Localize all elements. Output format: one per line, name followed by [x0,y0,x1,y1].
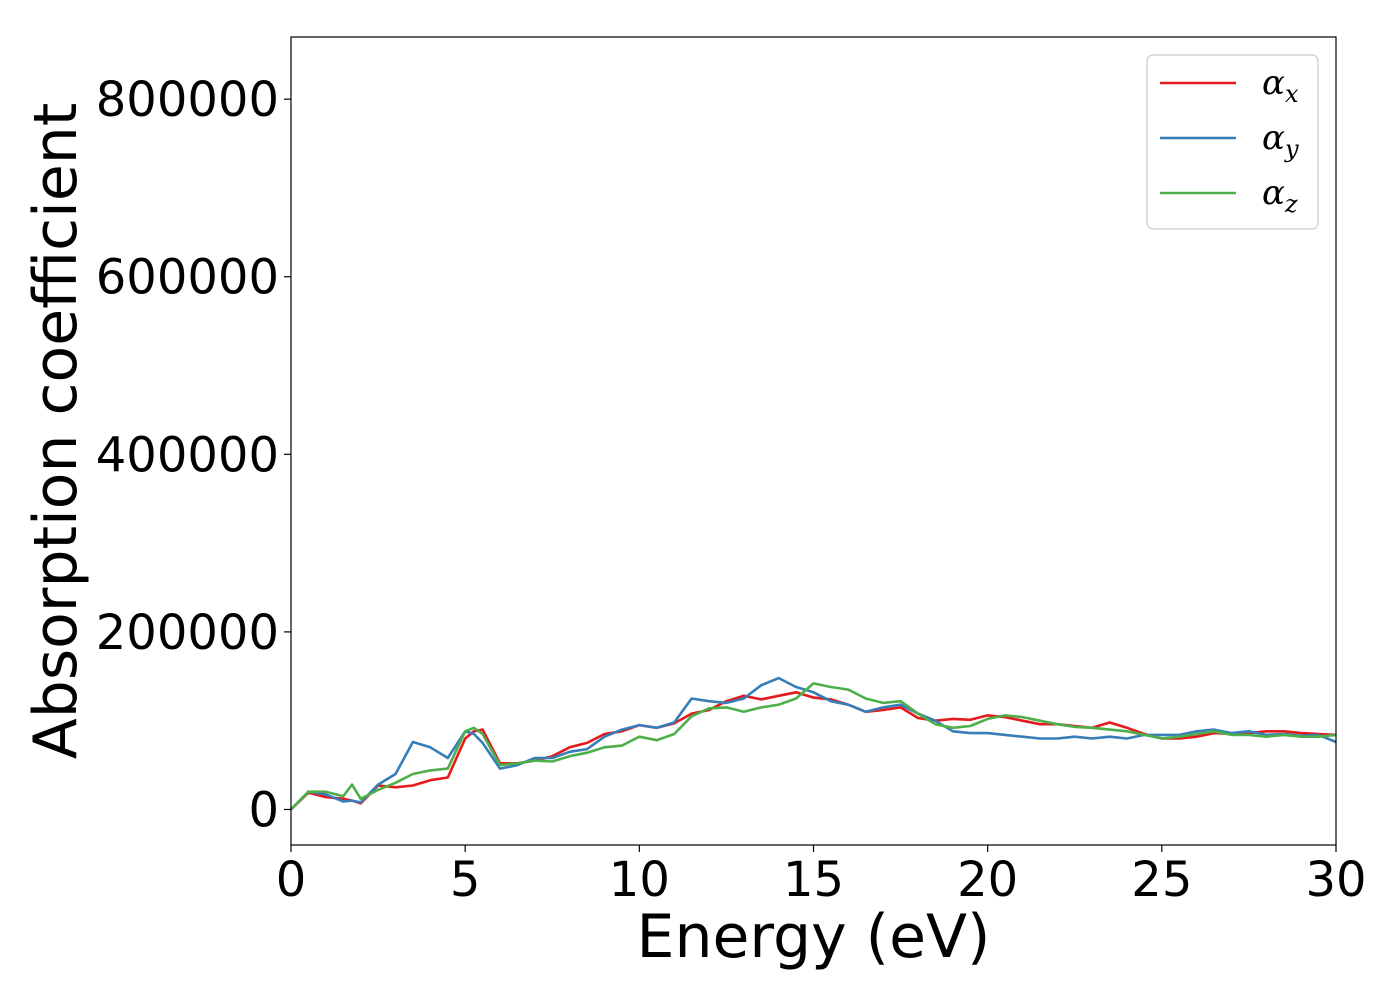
x-tick-label: 5 [450,852,481,908]
y-tick-label: 800000 [96,72,279,128]
y-tick-label: 400000 [96,427,279,483]
legend-label-z: αz [1262,173,1298,218]
series-layer [290,676,1337,811]
x-tick-label: 0 [276,852,307,908]
series-line-z [290,682,1337,811]
y-tick-label: 0 [248,782,279,838]
x-tick-label: 20 [957,852,1018,908]
x-tick-label: 25 [1131,852,1192,908]
x-tick-label: 15 [783,852,844,908]
y-axis-ticks: 0 200000 400000 600000 800000 [96,72,291,838]
x-axis-label: Energy (eV) [637,902,991,972]
y-axis-label: Absorption coefficient [21,103,91,760]
plot-frame [290,36,1337,846]
x-tick-label: 30 [1305,852,1366,908]
y-tick-label: 200000 [96,605,279,661]
y-tick-label: 600000 [96,250,279,306]
legend-box [1146,54,1319,230]
series-line-x [290,691,1337,811]
x-axis-ticks: 0 5 10 15 20 25 30 [276,845,1367,908]
x-tick-label: 10 [609,852,670,908]
series-line-y [290,676,1337,811]
